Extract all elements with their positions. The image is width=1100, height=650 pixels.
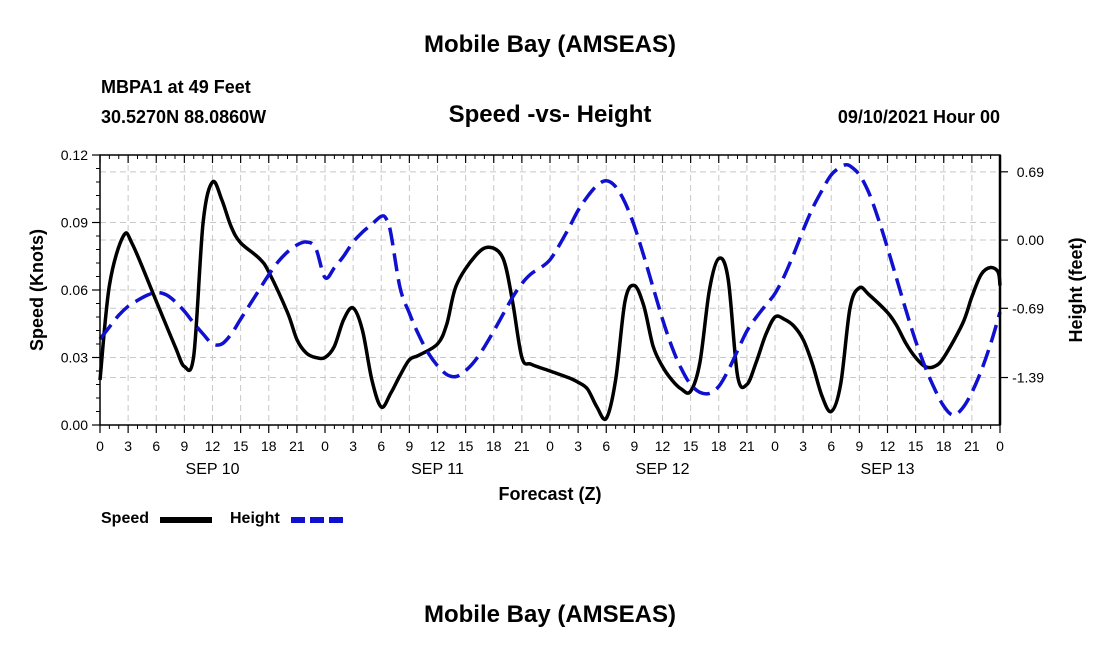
y-left-tick-label: 0.00 xyxy=(61,417,88,433)
x-tick-label: 3 xyxy=(799,438,807,454)
x-tick-labels: 0 3 6 9 12 15 18 21 0 3 6 9 12 15 18 21 0 3 6 9 12 15 18 21 0 3 6 9… xyxy=(96,438,1004,454)
x-tick-label: 9 xyxy=(180,438,188,454)
day-label: SEP 12 xyxy=(636,461,690,478)
x-tick-label: 6 xyxy=(377,438,385,454)
x-tick-label: 3 xyxy=(349,438,357,454)
grid-lines xyxy=(100,155,1000,425)
x-tick-label: 15 xyxy=(458,438,474,454)
x-tick-label: 21 xyxy=(514,438,530,454)
x-tick-label: 9 xyxy=(630,438,638,454)
y-left-tick-label: 0.06 xyxy=(61,282,88,298)
x-tick-label: 18 xyxy=(486,438,502,454)
x-tick-label: 0 xyxy=(321,438,329,454)
station-name: MBPA1 at 49 Feet xyxy=(101,77,251,97)
y-right-tick-labels: 0.69 0.00 -0.69 -1.39 xyxy=(1012,164,1044,386)
x-tick-label: 0 xyxy=(96,438,104,454)
y-right-tick-label: -1.39 xyxy=(1012,370,1044,386)
x-tick-label: 15 xyxy=(233,438,249,454)
chart-subtitle: Speed -vs- Height xyxy=(448,101,652,128)
y-right-tick-label: -0.69 xyxy=(1012,300,1044,316)
forecast-datetime: 09/10/2021 Hour 00 xyxy=(837,107,1000,127)
legend-height-swatch xyxy=(291,517,343,523)
legend-speed-swatch xyxy=(160,517,212,523)
y-left-tick-label: 0.09 xyxy=(61,215,88,231)
day-label: SEP 10 xyxy=(186,461,240,478)
y-left-axis-label: Speed (Knots) xyxy=(27,229,47,351)
chart-title: Mobile Bay (AMSEAS) xyxy=(423,31,677,58)
x-tick-label: 12 xyxy=(655,438,671,454)
day-labels: SEP 10 SEP 11 SEP 12 SEP 13 xyxy=(186,461,915,478)
x-tick-label: 6 xyxy=(602,438,610,454)
day-label: SEP 13 xyxy=(861,461,915,478)
y-right-tick-label: 0.00 xyxy=(1017,232,1044,248)
footer-title: Mobile Bay (AMSEAS) xyxy=(423,601,677,628)
legend-speed-label: Speed xyxy=(101,510,150,527)
x-tick-label: 3 xyxy=(574,438,582,454)
x-tick-label: 18 xyxy=(711,438,727,454)
x-tick-label: 12 xyxy=(430,438,446,454)
x-tick-label: 18 xyxy=(936,438,952,454)
series-line-height xyxy=(98,162,1002,417)
x-tick-label: 21 xyxy=(964,438,980,454)
x-tick-label: 18 xyxy=(261,438,277,454)
y-left-tick-labels: 0.00 0.03 0.06 0.09 0.12 xyxy=(61,147,88,433)
x-tick-label: 0 xyxy=(771,438,779,454)
x-tick-label: 15 xyxy=(908,438,924,454)
series-lines xyxy=(98,162,1002,422)
y-right-axis-label: Height (feet) xyxy=(1066,238,1086,343)
series-line-speed xyxy=(98,179,1002,422)
x-tick-label: 21 xyxy=(289,438,305,454)
x-tick-label: 12 xyxy=(205,438,221,454)
x-tick-label: 0 xyxy=(996,438,1004,454)
x-tick-label: 12 xyxy=(880,438,896,454)
x-tick-label: 9 xyxy=(855,438,863,454)
x-tick-label: 15 xyxy=(683,438,699,454)
x-tick-label: 21 xyxy=(739,438,755,454)
x-tick-label: 3 xyxy=(124,438,132,454)
x-tick-label: 0 xyxy=(546,438,554,454)
x-tick-label: 6 xyxy=(152,438,160,454)
day-label: SEP 11 xyxy=(411,461,464,478)
y-left-tick-label: 0.03 xyxy=(61,350,88,366)
x-axis-label: Forecast (Z) xyxy=(498,484,601,504)
y-left-tick-label: 0.12 xyxy=(61,147,88,163)
y-right-tick-label: 0.69 xyxy=(1017,164,1044,180)
x-tick-label: 9 xyxy=(405,438,413,454)
station-coords: 30.5270N 88.0860W xyxy=(101,107,267,127)
legend-height-label: Height xyxy=(230,510,280,527)
x-tick-label: 6 xyxy=(827,438,835,454)
